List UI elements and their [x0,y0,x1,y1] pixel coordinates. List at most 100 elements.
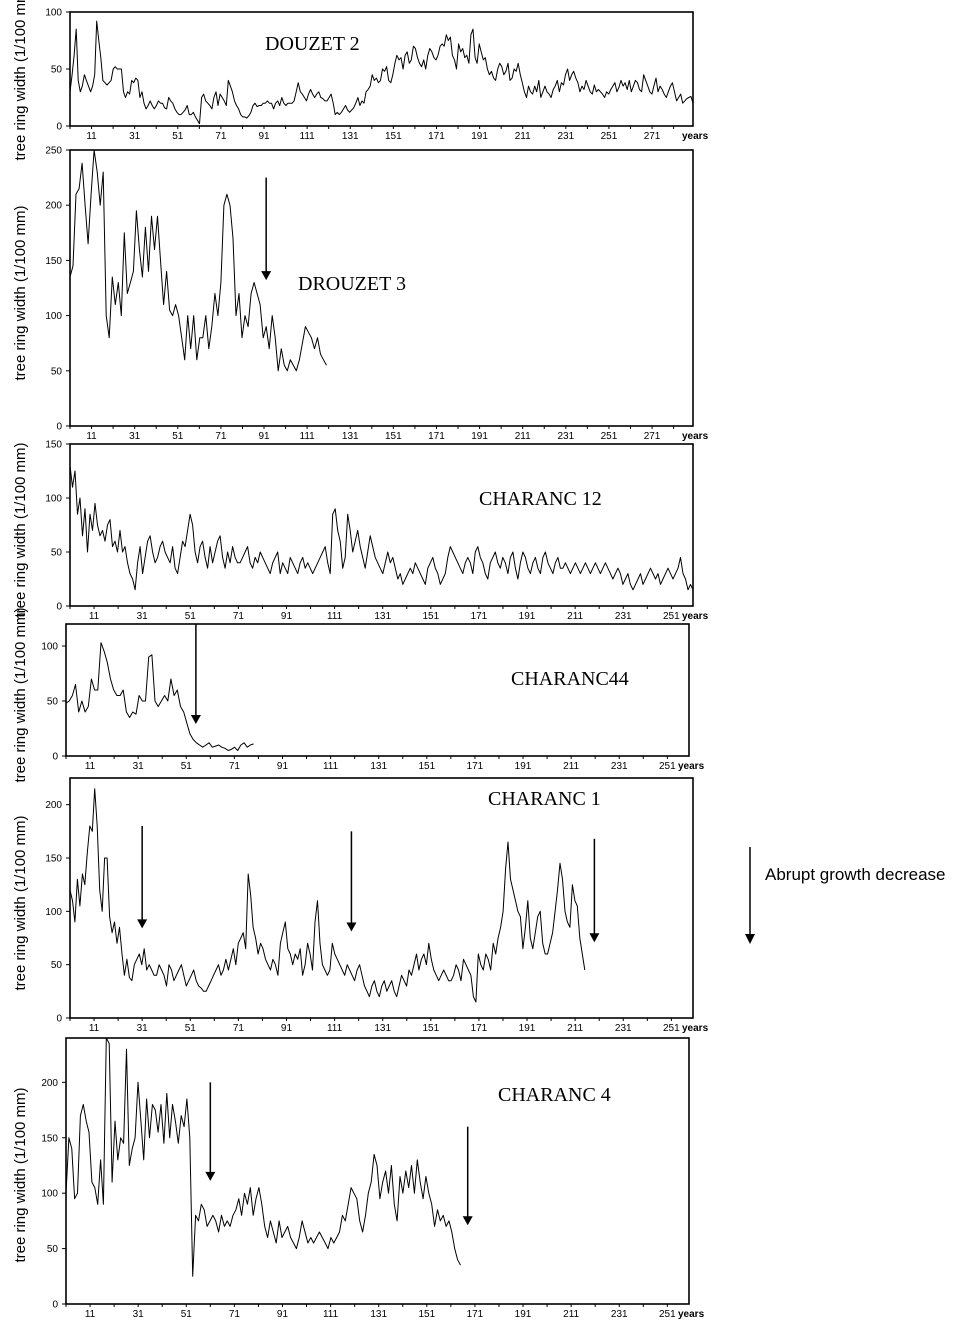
x-tick-label: 51 [185,1023,197,1034]
x-tick-label: 171 [428,131,445,142]
y-tick-label: 100 [41,642,58,653]
y-tick-label: 100 [45,907,62,918]
x-tick-label: 111 [327,611,343,622]
x-tick-label: 231 [611,761,628,772]
y-axis-label: tree ring width (1/100 mm) [12,205,29,380]
legend: Abrupt growth decrease [745,847,946,944]
x-tick-label: 31 [137,611,149,622]
down-arrow-icon-head [462,1216,473,1226]
x-tick-label: 231 [611,1309,628,1320]
x-tick-label: 51 [181,1309,193,1320]
x-tick-label: 231 [557,431,574,442]
y-tick-label: 0 [52,752,58,763]
y-tick-label: 200 [45,800,62,811]
x-tick-label: 271 [644,431,661,442]
x-tick-label: 11 [86,431,97,442]
y-tick-label: 0 [52,1300,58,1311]
x-tick-label: 251 [601,131,618,142]
x-tick-label: 11 [85,1309,96,1320]
y-tick-label: 0 [56,1014,62,1025]
x-tick-label: 231 [615,611,632,622]
x-tick-label: 211 [567,611,583,622]
y-tick-label: 0 [56,122,62,133]
x-tick-label: 211 [563,1309,579,1320]
y-tick-label: 50 [51,65,63,76]
panel-title: CHARANC44 [511,668,629,690]
x-tick-label: 231 [615,1023,632,1034]
x-tick-label: 31 [129,431,141,442]
x-tick-label: 211 [515,431,531,442]
x-tick-label: 131 [370,761,387,772]
series-line [69,149,327,372]
panel-title: CHARANC 12 [479,488,602,510]
plot-frame [69,777,694,1019]
series-line [69,20,694,125]
x-tick-label: 251 [663,1023,680,1034]
x-tick-label: 11 [89,1023,100,1034]
x-tick-label: 51 [172,131,184,142]
down-arrow-icon-head [205,1171,216,1181]
x-tick-label: 71 [233,1023,245,1034]
y-tick-label: 50 [51,960,63,971]
x-tick-label: 91 [258,131,270,142]
series-line [69,788,586,1003]
x-tick-label: 171 [467,761,484,772]
x-tick-label: 11 [85,761,96,772]
plot-frame [65,1037,690,1305]
x-tick-label: 171 [428,431,445,442]
x-tick-label: 131 [370,1309,387,1320]
y-tick-label: 200 [45,201,62,212]
x-tick-label: 251 [601,431,618,442]
down-arrow-icon-head [137,919,148,929]
y-axis-label: tree ring width (1/100 mm) [12,1087,29,1262]
y-tick-label: 0 [56,602,62,613]
x-tick-label: 191 [471,131,488,142]
x-tick-label: 271 [644,131,661,142]
y-tick-label: 50 [47,697,59,708]
x-tick-label: 51 [181,761,193,772]
x-tick-label: 31 [129,131,141,142]
x-tick-label: 151 [422,1023,439,1034]
x-axis-label: years [678,761,705,772]
x-tick-label: 91 [281,1023,293,1034]
down-arrow-icon-head [261,271,272,281]
y-axis-label: tree ring width (1/100 mm) [12,442,29,617]
panel-drouzet-3: 0 50 100 150 200 250 11 31 51 71 91 111 131 151 171 191… [12,146,709,443]
x-tick-label: 111 [323,761,339,772]
x-tick-label: 71 [233,611,245,622]
x-tick-label: 151 [418,761,435,772]
x-tick-label: 251 [659,1309,676,1320]
x-axis-label: years [682,431,709,442]
x-tick-label: 31 [133,1309,145,1320]
x-tick-label: 51 [172,431,184,442]
panel-title: CHARANC 4 [498,1084,611,1106]
y-tick-label: 250 [45,146,62,157]
x-tick-label: 191 [519,611,536,622]
x-axis-label: years [682,1023,709,1034]
x-tick-label: 11 [89,611,100,622]
x-tick-label: 71 [215,431,227,442]
x-tick-label: 91 [258,431,270,442]
y-tick-label: 200 [41,1078,58,1089]
x-tick-label: 251 [659,761,676,772]
x-tick-label: 31 [137,1023,149,1034]
x-tick-label: 131 [342,431,359,442]
x-tick-label: 231 [557,131,574,142]
x-tick-label: 51 [185,611,197,622]
y-tick-label: 150 [45,854,62,865]
series-line [69,465,694,591]
x-tick-label: 171 [471,1023,488,1034]
x-tick-label: 11 [86,131,97,142]
x-tick-label: 211 [563,761,579,772]
plot-frame [69,11,694,127]
x-tick-label: 151 [385,431,402,442]
y-tick-label: 0 [56,422,62,433]
y-tick-label: 50 [47,1244,59,1255]
x-tick-label: 111 [327,1023,343,1034]
y-tick-label: 100 [41,1189,58,1200]
legend-label: Abrupt growth decrease [765,865,946,884]
y-tick-label: 150 [45,256,62,267]
panel-charanc-4: 0 50 100 150 200 11 31 51 71 91 111 131 151 171 191 211… [12,1037,705,1320]
y-axis-label: tree ring width (1/100 mm) [12,607,29,782]
